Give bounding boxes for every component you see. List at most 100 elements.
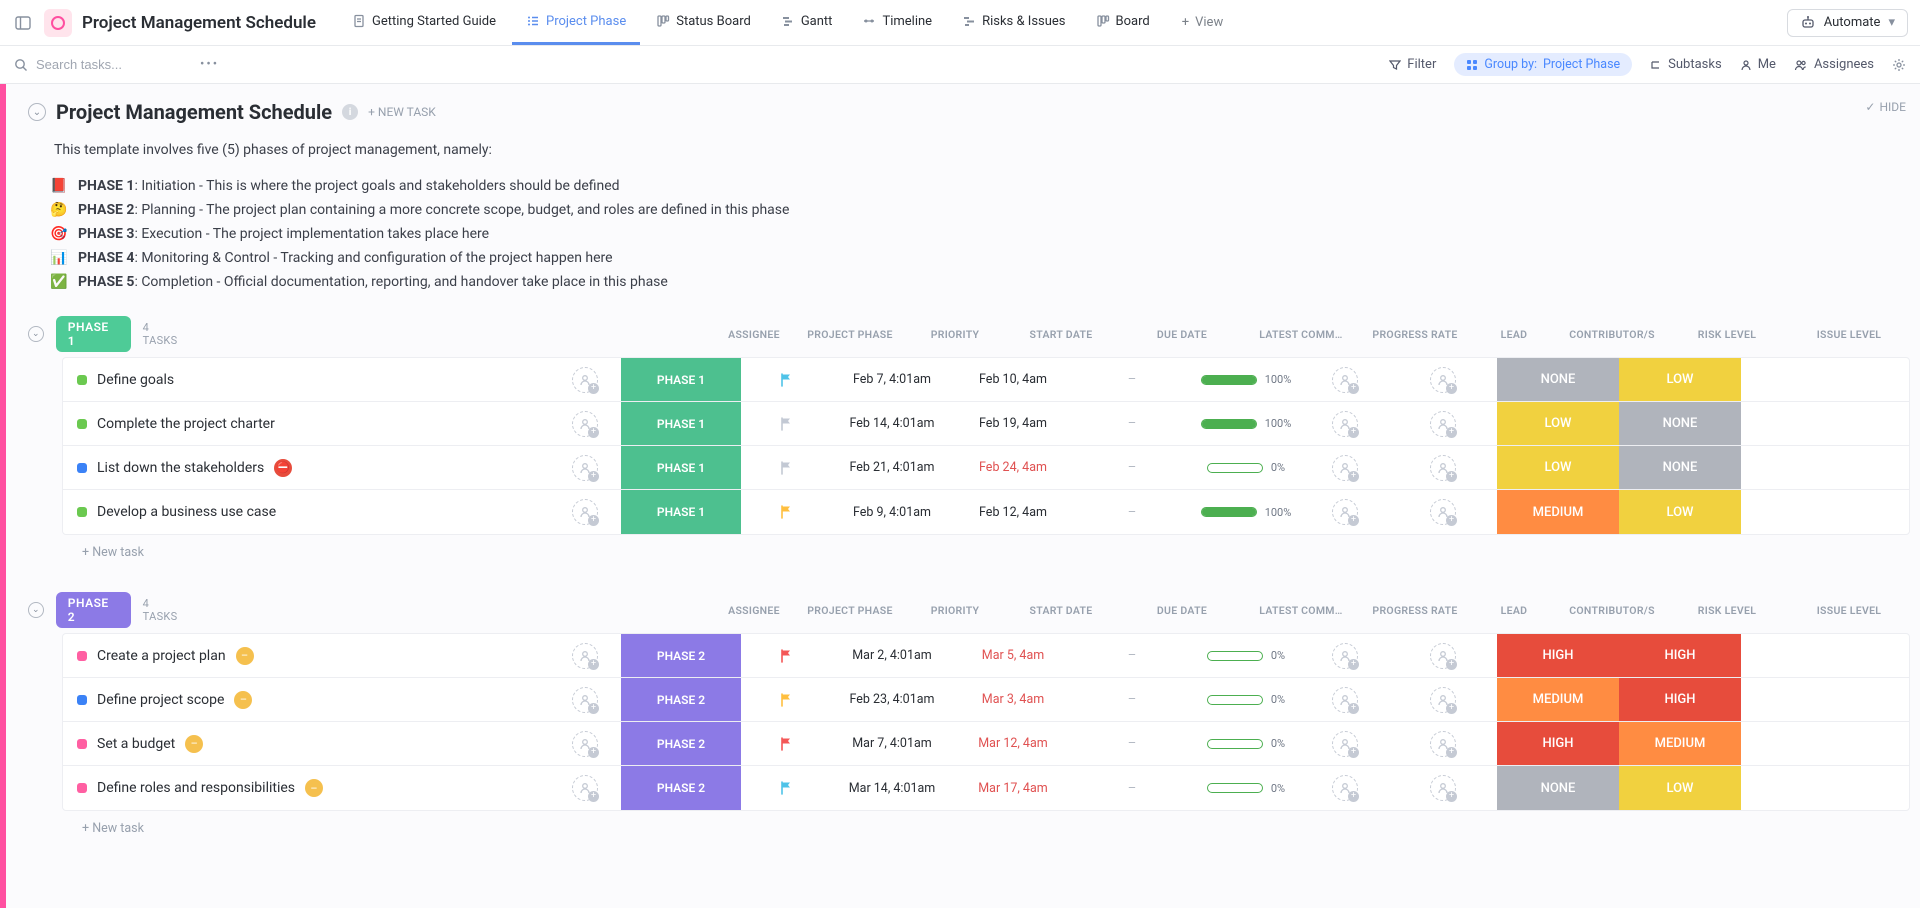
me-button[interactable]: Me (1740, 57, 1776, 72)
lead-placeholder[interactable] (1332, 455, 1358, 481)
task-row[interactable]: Define goals PHASE 1 Feb 7, 4:01am Feb 1… (63, 358, 1909, 402)
phase-chip[interactable]: PHASE 2 (621, 722, 741, 765)
lead-placeholder[interactable] (1332, 775, 1358, 801)
contributor-placeholder[interactable] (1430, 411, 1456, 437)
phase-chip[interactable]: PHASE 2 (621, 634, 741, 677)
priority-flag-icon[interactable] (778, 736, 794, 752)
phase-chip[interactable]: PHASE 1 (621, 446, 741, 489)
view-settings-icon[interactable] (1892, 58, 1906, 72)
start-date[interactable]: Feb 14, 4:01am (849, 416, 934, 431)
progress-cell[interactable]: 100% (1201, 373, 1292, 386)
lead-placeholder[interactable] (1332, 499, 1358, 525)
issue-chip[interactable]: NONE (1619, 446, 1741, 489)
group-collapse-icon[interactable]: ⌄ (28, 326, 44, 342)
priority-flag-icon[interactable] (778, 460, 794, 476)
group-collapse-icon[interactable]: ⌄ (28, 602, 44, 618)
due-date[interactable]: Mar 5, 4am (982, 648, 1044, 663)
lead-placeholder[interactable] (1332, 411, 1358, 437)
status-square-icon[interactable] (77, 463, 87, 473)
status-square-icon[interactable] (77, 375, 87, 385)
assignee-placeholder[interactable] (572, 499, 598, 525)
progress-cell[interactable]: 0% (1207, 461, 1285, 474)
task-row[interactable]: Create a project plan – PHASE 2 Mar 2, 4… (63, 634, 1909, 678)
progress-cell[interactable]: 100% (1201, 506, 1292, 519)
priority-flag-icon[interactable] (778, 372, 794, 388)
view-tab-project-phase[interactable]: Project Phase (512, 0, 640, 45)
start-date[interactable]: Feb 23, 4:01am (849, 692, 934, 707)
due-date[interactable]: Feb 12, 4am (979, 505, 1047, 520)
priority-flag-icon[interactable] (778, 648, 794, 664)
issue-chip[interactable]: MEDIUM (1619, 722, 1741, 765)
risk-chip[interactable]: HIGH (1497, 634, 1619, 677)
priority-flag-icon[interactable] (778, 692, 794, 708)
start-date[interactable]: Feb 7, 4:01am (853, 372, 931, 387)
more-menu-icon[interactable]: ••• (194, 57, 225, 72)
progress-cell[interactable]: 0% (1207, 649, 1285, 662)
contributor-placeholder[interactable] (1430, 367, 1456, 393)
start-date[interactable]: Mar 2, 4:01am (852, 648, 932, 663)
sidebar-toggle-icon[interactable] (12, 12, 34, 34)
status-square-icon[interactable] (77, 419, 87, 429)
assignee-placeholder[interactable] (572, 643, 598, 669)
info-icon[interactable]: i (342, 104, 358, 120)
hide-button[interactable]: ✓ HIDE (1865, 100, 1906, 114)
phase-chip[interactable]: PHASE 1 (621, 358, 741, 401)
contributor-placeholder[interactable] (1430, 687, 1456, 713)
add-task-button[interactable]: + New task (82, 535, 1910, 570)
contributor-placeholder[interactable] (1430, 731, 1456, 757)
view-tab-gantt[interactable]: Gantt (767, 0, 847, 45)
contributor-placeholder[interactable] (1430, 643, 1456, 669)
task-row[interactable]: Define roles and responsibilities – PHAS… (63, 766, 1909, 810)
view-tab-status-board[interactable]: Status Board (642, 0, 765, 45)
task-row[interactable]: Complete the project charter PHASE 1 Feb… (63, 402, 1909, 446)
assignee-placeholder[interactable] (572, 731, 598, 757)
assignee-placeholder[interactable] (572, 411, 598, 437)
status-square-icon[interactable] (77, 739, 87, 749)
view-tab-board[interactable]: Board (1082, 0, 1164, 45)
group-pill[interactable]: PHASE 2 (56, 592, 131, 628)
contributor-placeholder[interactable] (1430, 499, 1456, 525)
start-date[interactable]: Feb 9, 4:01am (853, 505, 931, 520)
risk-chip[interactable]: HIGH (1497, 722, 1619, 765)
lead-placeholder[interactable] (1332, 731, 1358, 757)
start-date[interactable]: Mar 7, 4:01am (852, 736, 932, 751)
task-row[interactable]: Develop a business use case PHASE 1 Feb … (63, 490, 1909, 534)
start-date[interactable]: Feb 21, 4:01am (849, 460, 934, 475)
risk-chip[interactable]: NONE (1497, 358, 1619, 401)
risk-chip[interactable]: MEDIUM (1497, 490, 1619, 534)
space-logo[interactable] (44, 9, 72, 37)
subtasks-button[interactable]: Subtasks (1650, 57, 1722, 72)
due-date[interactable]: Mar 17, 4am (978, 781, 1047, 796)
due-date[interactable]: Feb 24, 4am (979, 460, 1047, 475)
phase-chip[interactable]: PHASE 1 (621, 402, 741, 445)
due-date[interactable]: Mar 12, 4am (978, 736, 1047, 751)
assignees-button[interactable]: Assignees (1794, 57, 1874, 72)
progress-cell[interactable]: 100% (1201, 417, 1292, 430)
groupby-pill[interactable]: Group by: Project Phase (1454, 53, 1632, 76)
issue-chip[interactable]: LOW (1619, 490, 1741, 534)
task-row[interactable]: Define project scope – PHASE 2 Feb 23, 4… (63, 678, 1909, 722)
start-date[interactable]: Mar 14, 4:01am (849, 781, 936, 796)
status-square-icon[interactable] (77, 651, 87, 661)
issue-chip[interactable]: LOW (1619, 766, 1741, 810)
status-square-icon[interactable] (77, 507, 87, 517)
assignee-placeholder[interactable] (572, 687, 598, 713)
progress-cell[interactable]: 0% (1207, 782, 1285, 795)
view-tab-timeline[interactable]: Timeline (848, 0, 946, 45)
add-task-button[interactable]: + New task (82, 811, 1910, 846)
issue-chip[interactable]: HIGH (1619, 678, 1741, 721)
priority-flag-icon[interactable] (778, 504, 794, 520)
status-square-icon[interactable] (77, 695, 87, 705)
assignee-placeholder[interactable] (572, 367, 598, 393)
group-pill[interactable]: PHASE 1 (56, 316, 131, 352)
progress-cell[interactable]: 0% (1207, 737, 1285, 750)
task-row[interactable]: List down the stakeholders ⛔ PHASE 1 Feb… (63, 446, 1909, 490)
phase-chip[interactable]: PHASE 2 (621, 766, 741, 810)
issue-chip[interactable]: LOW (1619, 358, 1741, 401)
due-date[interactable]: Mar 3, 4am (982, 692, 1044, 707)
priority-flag-icon[interactable] (778, 780, 794, 796)
automate-button[interactable]: Automate ▾ (1787, 9, 1908, 37)
add-view-button[interactable]: + View (1168, 15, 1238, 30)
assignee-placeholder[interactable] (572, 775, 598, 801)
contributor-placeholder[interactable] (1430, 775, 1456, 801)
